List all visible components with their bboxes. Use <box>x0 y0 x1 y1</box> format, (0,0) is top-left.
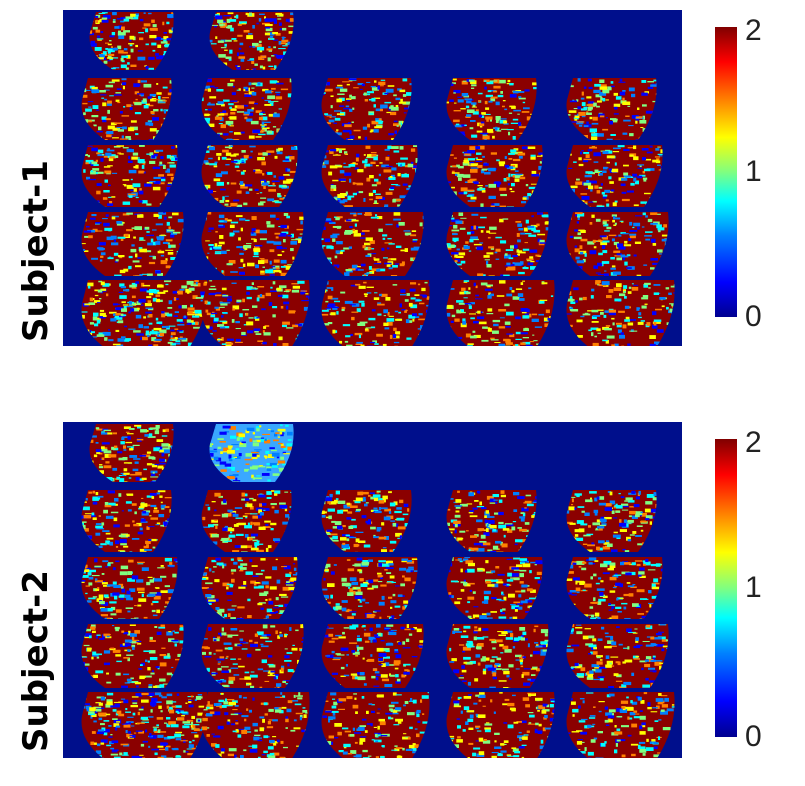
subject-2-label: Subject-2 <box>16 570 56 752</box>
brain-slice <box>201 280 310 346</box>
brain-slice <box>446 78 537 140</box>
brain-slice <box>321 280 430 346</box>
subject-1-label: Subject-1 <box>16 160 56 342</box>
brain-slice <box>566 490 657 552</box>
subject-1-colorbar <box>714 26 738 318</box>
subject-2-colorbar <box>714 438 738 738</box>
brain-slice <box>566 78 657 140</box>
brain-slice <box>566 145 663 207</box>
brain-slice <box>201 692 310 758</box>
brain-slice <box>81 557 178 619</box>
subject-1-colorbar-tick-min: 0 <box>745 300 762 333</box>
subject-2-slices <box>81 424 675 758</box>
brain-slice <box>89 12 174 70</box>
subject-1-slice-montage <box>63 10 682 346</box>
subject-2-colorbar-tick-mid: 1 <box>745 571 762 604</box>
brain-slice <box>566 692 675 758</box>
brain-slice <box>321 78 412 140</box>
brain-slice <box>446 212 549 276</box>
brain-slice <box>201 78 292 140</box>
brain-slice <box>89 424 174 482</box>
subject-2-slice-montage <box>63 422 682 758</box>
subject-1-colorbar-tick-mid: 1 <box>745 155 762 188</box>
brain-slice <box>446 280 555 346</box>
brain-slice <box>321 557 418 619</box>
subject-2-colorbar-tick-max: 2 <box>745 426 762 459</box>
brain-slice <box>209 12 294 70</box>
brain-slice <box>81 280 208 346</box>
subject-1-slices <box>81 12 675 346</box>
brain-slice <box>446 557 543 619</box>
brain-slice <box>566 212 669 276</box>
brain-slice <box>321 490 412 552</box>
brain-slice <box>201 490 292 552</box>
brain-slice <box>81 212 184 276</box>
brain-slice <box>201 212 304 276</box>
brain-slice <box>446 692 555 758</box>
brain-slice <box>201 145 298 207</box>
brain-slice <box>81 145 178 207</box>
brain-slice <box>446 145 543 207</box>
brain-slice <box>566 557 663 619</box>
brain-slice <box>566 624 669 688</box>
brain-slice <box>566 280 675 346</box>
brain-slice <box>321 692 430 758</box>
brain-slice <box>201 624 304 688</box>
brain-slice <box>446 490 537 552</box>
brain-slice <box>81 78 172 140</box>
subject-1-colorbar-tick-max: 2 <box>745 14 762 47</box>
brain-slice <box>81 692 208 758</box>
brain-slice <box>209 424 294 482</box>
brain-slice <box>321 145 418 207</box>
brain-slice <box>321 624 424 688</box>
subject-2-colorbar-tick-min: 0 <box>745 720 762 753</box>
brain-slice <box>446 624 549 688</box>
brain-slice <box>321 212 424 276</box>
brain-slice <box>81 624 184 688</box>
brain-slice <box>81 490 172 552</box>
brain-slice <box>201 557 298 619</box>
